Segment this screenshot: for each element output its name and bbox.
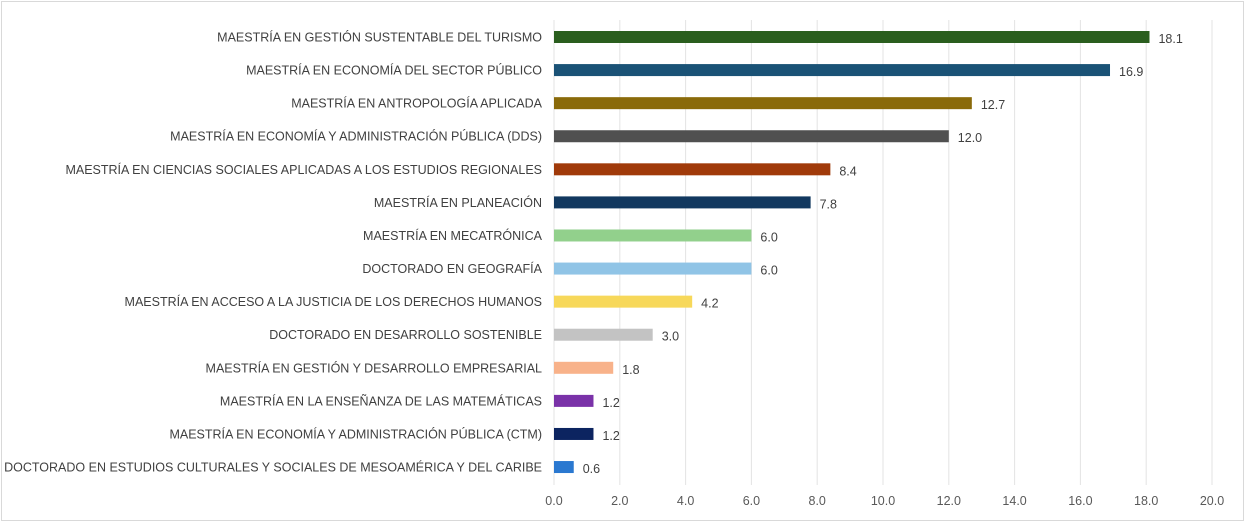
data-label: 6.0 [760,264,777,278]
category-label: MAESTRÍA EN GESTIÓN Y DESARROLLO EMPRESA… [206,360,542,375]
category-label: MAESTRÍA EN GESTIÓN SUSTENTABLE DEL TURI… [217,30,542,45]
x-tick-label: 8.0 [809,494,826,508]
x-tick-label: 18.0 [1134,494,1158,508]
data-label: 1.2 [602,429,619,443]
x-axis-ticks: 0.0 2.0 4.0 6.0 8.0 10.0 12.0 14.0 16.0 18.0 20.0 [545,494,1224,508]
data-label: 7.8 [820,197,837,211]
category-label: MAESTRÍA EN PLANEACIÓN [374,195,542,210]
data-label: 16.9 [1119,65,1143,79]
category-label: MAESTRÍA EN ECONOMÍA DEL SECTOR PÚBLICO [246,63,542,78]
data-label: 6.0 [760,230,777,244]
bar [554,262,752,275]
bar [554,295,693,308]
category-label: MAESTRÍA EN ACCESO A LA JUSTICIA DE LOS … [125,294,542,309]
category-label: MAESTRÍA EN LA ENSEÑANZA DE LAS MATEMÁTI… [220,393,542,408]
category-label: MAESTRÍA EN ECONOMÍA Y ADMINISTRACIÓN PÚ… [169,426,542,441]
x-tick-label: 20.0 [1200,494,1224,508]
category-label: MAESTRÍA EN ANTROPOLOGÍA APLICADA [291,96,542,111]
category-labels: MAESTRÍA EN GESTIÓN SUSTENTABLE DEL TURI… [4,30,543,475]
x-tick-label: 10.0 [871,494,895,508]
category-label: DOCTORADO EN ESTUDIOS CULTURALES Y SOCIA… [4,460,542,475]
bar [554,97,972,110]
data-label: 18.1 [1158,32,1182,46]
bar [554,361,614,374]
bar [554,461,574,474]
value-labels: 18.1 16.9 12.7 12.0 8.4 7.8 6.0 6.0 4.2 3.0 1.8 1.2… [583,32,1183,476]
x-tick-label: 14.0 [1002,494,1026,508]
data-label: 1.2 [602,396,619,410]
bars [554,31,1150,474]
category-label: MAESTRÍA EN ECONOMÍA Y ADMINISTRACIÓN PÚ… [170,129,542,144]
data-label: 8.4 [839,164,856,178]
data-label: 0.6 [583,462,600,476]
x-tick-label: 2.0 [611,494,628,508]
category-label: MAESTRÍA EN CIENCIAS SOCIALES APLICADAS … [65,162,542,177]
bar [554,196,811,209]
data-label: 12.0 [958,131,982,145]
data-label: 3.0 [662,330,679,344]
x-tick-label: 6.0 [743,494,760,508]
bar [554,31,1150,43]
data-label: 4.2 [701,297,718,311]
category-label: DOCTORADO EN GEOGRAFÍA [362,261,542,276]
bar [554,163,831,176]
bar [554,64,1111,77]
category-label: DOCTORADO EN DESARROLLO SOSTENIBLE [269,328,542,342]
bar [554,229,752,242]
data-label: 12.7 [981,98,1005,112]
category-label: MAESTRÍA EN MECATRÓNICA [363,228,543,243]
x-tick-label: 4.0 [677,494,694,508]
gridlines [553,20,1213,485]
x-tick-label: 0.0 [545,494,562,508]
bar [554,130,949,143]
bar [554,328,653,341]
x-tick-label: 16.0 [1068,494,1092,508]
bar [554,394,594,407]
x-tick-label: 12.0 [937,494,961,508]
data-label: 1.8 [622,363,639,377]
bar [554,427,594,440]
